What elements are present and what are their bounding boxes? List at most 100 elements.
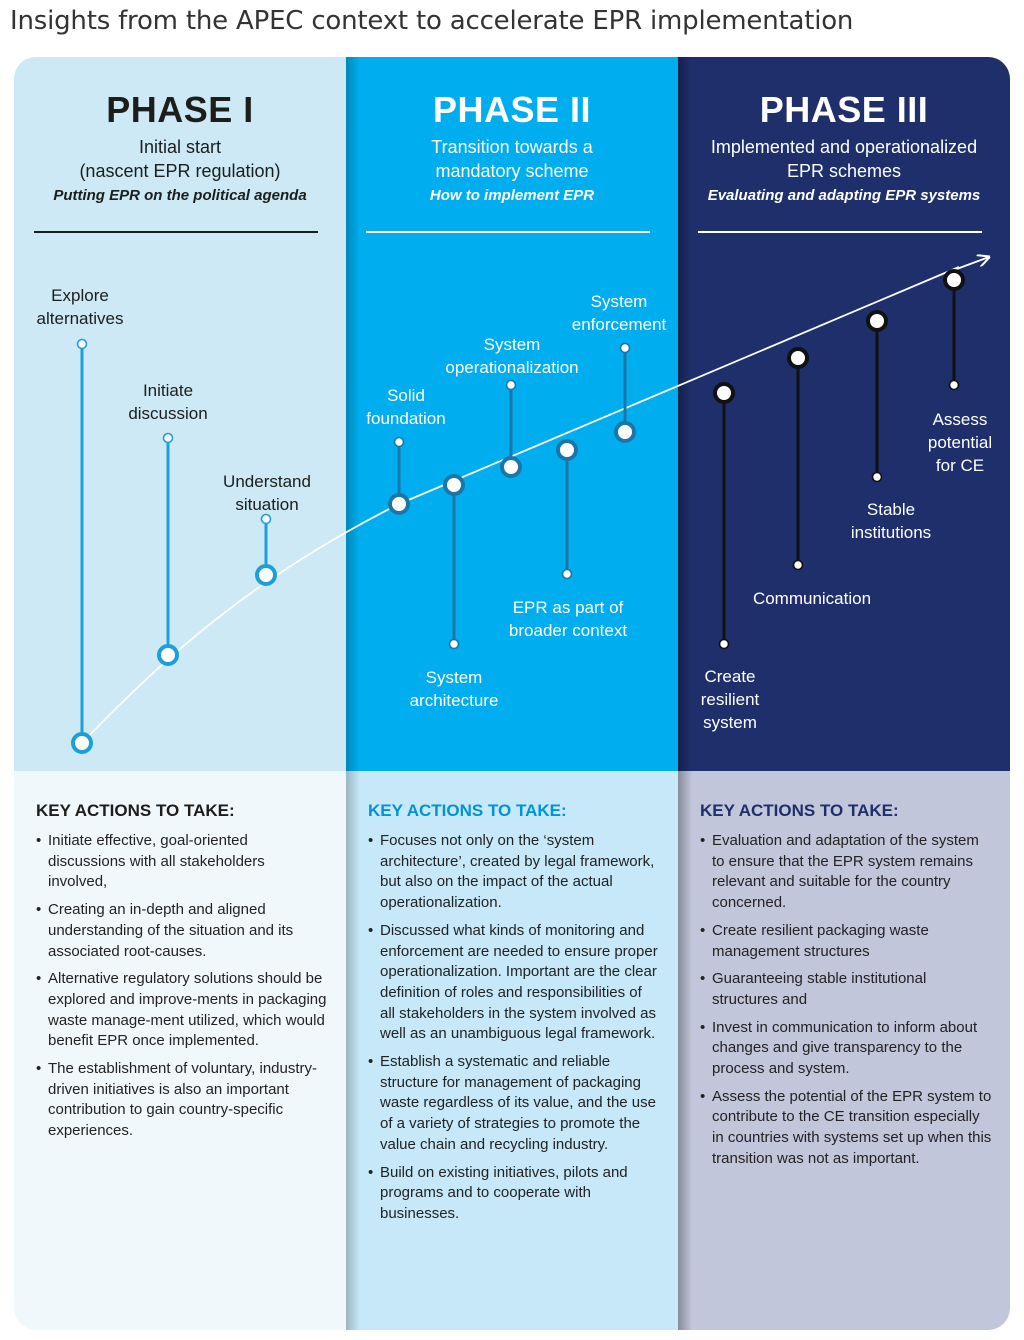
- milestone-label: Communication: [753, 589, 871, 608]
- phase-1-subtitle-line: Initial start: [138, 137, 222, 157]
- action-item: Assess the potential of the EPR system t…: [700, 1087, 992, 1170]
- milestone-label-line: Initiate: [143, 381, 193, 400]
- action-item: Build on existing initiatives, pilots an…: [368, 1163, 660, 1225]
- phase-2-actions-panel: KEY ACTIONS TO TAKE: Focuses not only on…: [346, 771, 678, 1330]
- phase-2-tagline: How to implement EPR: [429, 187, 595, 204]
- milestone-label: Stable institutions: [851, 500, 931, 542]
- phase-1-actions-panel: KEY ACTIONS TO TAKE: Initiate effective,…: [14, 771, 346, 1330]
- column-shadow: [346, 57, 360, 1330]
- action-item: Create resilient packaging waste managem…: [700, 921, 992, 962]
- phase-3-actions-list: Evaluation and adaptation of the system …: [700, 831, 992, 1177]
- milestone-node: [556, 439, 578, 461]
- page-title: Insights from the APEC context to accele…: [10, 6, 854, 36]
- milestone-label-line: Explore: [51, 286, 109, 305]
- phases-infographic: PHASE I Initial start (nascent EPR regul…: [14, 57, 1010, 1330]
- phase-3-subtitle-line: Implemented and operationalized: [710, 137, 978, 157]
- milestone-label-line: alternatives: [37, 309, 124, 328]
- milestone-label-line: System: [591, 292, 648, 311]
- milestone-node: [500, 456, 522, 478]
- milestone-label: Explore alternatives: [37, 286, 124, 328]
- milestone-label-line: broader context: [509, 621, 627, 640]
- phase-3-title: PHASE III: [759, 89, 929, 130]
- milestone-label-line: operationalization: [445, 358, 578, 377]
- phase-1-column: PHASE I Initial start (nascent EPR regul…: [14, 57, 346, 1330]
- milestone-stem-end: [162, 432, 174, 444]
- milestone-layer: Explore alternatives Initiate discussion Und…: [37, 269, 992, 754]
- column-shadow: [678, 57, 692, 1330]
- phase-1-header-panel: PHASE I Initial start (nascent EPR regul…: [14, 57, 346, 771]
- action-item: Discussed what kinds of monitoring and e…: [368, 921, 660, 1045]
- phase-3-actions-panel: KEY ACTIONS TO TAKE: Evaluation and adap…: [678, 771, 1010, 1330]
- milestone-label: Understand situation: [223, 472, 311, 514]
- phase-1-divider: [34, 231, 318, 233]
- milestone-label: EPR as part of broader context: [509, 598, 627, 640]
- action-item: Alternative regulatory solutions should …: [36, 969, 328, 1052]
- milestone-label-line: Understand: [223, 472, 311, 491]
- milestone-label-line: Create: [704, 667, 755, 686]
- phase-2-title: PHASE II: [432, 89, 592, 130]
- milestone-label: System enforcement: [572, 292, 667, 334]
- milestone-label-line: System: [426, 668, 483, 687]
- milestone-stem-end: [948, 379, 960, 391]
- phase-3-header-panel: PHASE III Implemented and operationalize…: [678, 57, 1010, 771]
- milestone-label: System architecture: [410, 668, 499, 710]
- milestone-label-line: resilient: [701, 690, 760, 709]
- milestone-node: [614, 421, 636, 443]
- action-item: Guaranteeing stable institutional struct…: [700, 969, 992, 1010]
- action-item: The establishment of voluntary, industry…: [36, 1059, 328, 1142]
- phase-2-subtitle-line: mandatory scheme: [435, 161, 589, 181]
- action-item: Invest in communication to inform about …: [700, 1018, 992, 1080]
- milestone-label-line: EPR as part of: [513, 598, 624, 617]
- milestone-label-line: system: [703, 713, 757, 732]
- milestone-label-line: situation: [235, 495, 298, 514]
- milestone-node: [71, 732, 93, 754]
- phase-3-tagline: Evaluating and adapting EPR systems: [707, 187, 981, 204]
- phase-1-title: PHASE I: [106, 89, 254, 130]
- action-item: Evaluation and adaptation of the system …: [700, 831, 992, 914]
- milestone-stem-end: [619, 342, 631, 354]
- milestone-label: Solid foundation: [366, 386, 445, 428]
- phase-2-subtitle-line: Transition towards a: [431, 137, 593, 157]
- milestone-label: System operationalization: [445, 335, 578, 377]
- milestone-timeline: Explore alternatives Initiate discussion Und…: [37, 57, 1010, 754]
- milestone-node: [787, 347, 809, 369]
- phase-1-key-actions-title: KEY ACTIONS TO TAKE:: [36, 801, 235, 820]
- phase-3-divider: [698, 231, 982, 233]
- phase-3-key-actions-title: KEY ACTIONS TO TAKE:: [700, 801, 899, 820]
- milestone-label: Initiate discussion: [128, 381, 207, 423]
- milestone-label-line: institutions: [851, 523, 931, 542]
- progress-arrow-icon: [953, 257, 989, 271]
- action-item: Initiate effective, goal-oriented discus…: [36, 831, 328, 893]
- milestone-node: [255, 564, 277, 586]
- phase-2-divider: [366, 231, 650, 233]
- milestone-label-line: Communication: [753, 589, 871, 608]
- phase-1-actions-list: Initiate effective, goal-oriented discus…: [36, 831, 328, 1149]
- milestone-node: [388, 493, 410, 515]
- milestone-stem-end: [561, 568, 573, 580]
- milestone-stem-end: [260, 513, 272, 525]
- milestone-label-line: Stable: [867, 500, 915, 519]
- milestone-label-line: enforcement: [572, 315, 667, 334]
- milestone-stem-end: [505, 379, 517, 391]
- milestone-label-line: potential: [928, 433, 992, 452]
- phase-2-key-actions-title: KEY ACTIONS TO TAKE:: [368, 801, 567, 820]
- milestone-label-line: System: [484, 335, 541, 354]
- milestone-stem-end: [871, 471, 883, 483]
- phase-1-tagline: Putting EPR on the political agenda: [53, 187, 307, 204]
- phase-1-subtitle: Initial start (nascent EPR regulation): [14, 135, 346, 183]
- milestone-node: [157, 644, 179, 666]
- milestone-stem-end: [393, 436, 405, 448]
- phase-1-subtitle-line: (nascent EPR regulation): [79, 161, 281, 181]
- milestone-label: Assess potential for CE: [928, 410, 992, 475]
- progress-curve: [81, 266, 960, 744]
- milestone-label-line: discussion: [128, 404, 207, 423]
- milestone-label: Create resilient system: [701, 667, 760, 732]
- milestone-node: [943, 269, 965, 291]
- milestone-stem-end: [792, 559, 804, 571]
- milestone-node: [713, 382, 735, 404]
- phase-3-subtitle: Implemented and operationalized EPR sche…: [678, 135, 1010, 183]
- action-item: Creating an in-depth and aligned underst…: [36, 900, 328, 962]
- milestone-label-line: for CE: [936, 456, 984, 475]
- milestone-label-line: Assess: [933, 410, 988, 429]
- phase-2-subtitle: Transition towards a mandatory scheme: [346, 135, 678, 183]
